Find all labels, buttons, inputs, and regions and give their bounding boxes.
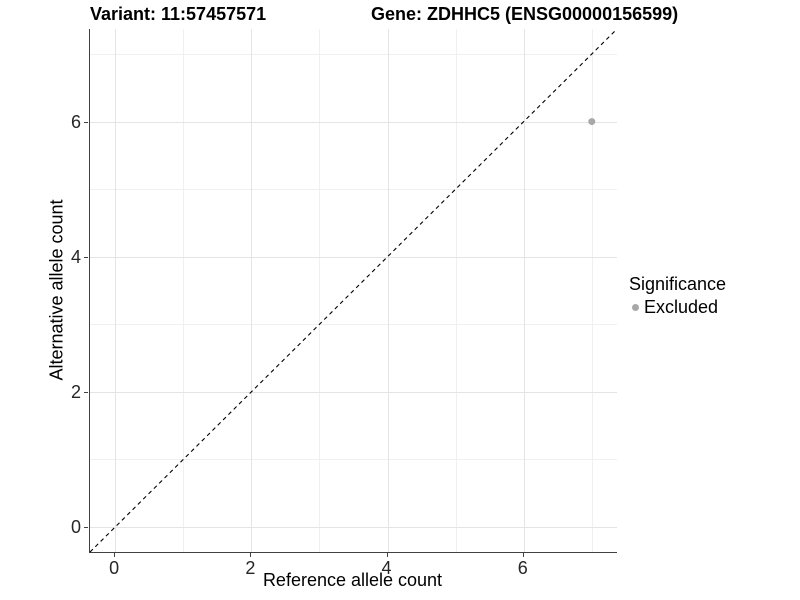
minor-gridline-vertical <box>591 29 593 552</box>
legend: Significance Excluded <box>629 274 726 317</box>
plot-title-variant: Variant: 11:57457571 <box>90 4 267 24</box>
legend-item-label: Excluded <box>644 297 719 317</box>
major-gridline-horizontal <box>90 526 617 528</box>
plot-panel <box>89 28 618 553</box>
y-tick-label: 4 <box>70 246 81 267</box>
minor-gridline-vertical <box>455 29 457 552</box>
minor-gridline-horizontal <box>90 54 617 55</box>
y-tick-mark <box>84 121 88 123</box>
y-tick-mark <box>84 526 88 528</box>
data-point <box>588 118 596 126</box>
minor-gridline-vertical <box>319 29 321 552</box>
identity-dashed-line <box>89 28 618 553</box>
x-tick-mark <box>250 553 252 557</box>
y-tick-label: 0 <box>70 516 81 537</box>
minor-gridline-horizontal <box>90 459 617 461</box>
major-gridline-horizontal <box>90 391 617 393</box>
plot-layer <box>89 28 618 553</box>
y-tick-mark <box>84 391 88 393</box>
major-gridline-vertical <box>251 29 253 552</box>
major-gridline-vertical <box>387 29 389 552</box>
y-tick-mark <box>84 256 88 258</box>
x-tick-label: 6 <box>517 558 528 578</box>
minor-gridline-vertical <box>183 29 185 552</box>
y-axis-title: Alternative allele count <box>46 199 67 381</box>
y-tick-label: 2 <box>70 381 81 402</box>
legend-title: Significance <box>629 274 727 294</box>
minor-gridline-horizontal <box>90 324 617 326</box>
x-tick-label: 4 <box>381 558 392 578</box>
major-gridline-horizontal <box>90 256 617 258</box>
major-gridline-vertical <box>523 29 525 552</box>
x-tick-mark <box>114 553 116 557</box>
x-axis-title: Reference allele count <box>262 570 443 590</box>
x-tick-mark <box>522 553 524 557</box>
legend-items: Excluded <box>629 297 726 317</box>
legend-item: Excluded <box>629 297 726 317</box>
y-tick-label: 6 <box>70 111 81 132</box>
major-gridline-horizontal <box>90 121 617 123</box>
legend-swatch-dot <box>632 303 639 311</box>
major-gridline-vertical <box>115 29 117 552</box>
x-tick-mark <box>386 553 388 557</box>
x-tick-label: 2 <box>245 558 256 578</box>
plot-title-gene: Gene: ZDHHC5 (ENSG00000156599) <box>371 4 679 24</box>
minor-gridline-horizontal <box>90 189 617 191</box>
x-tick-label: 0 <box>109 558 120 578</box>
